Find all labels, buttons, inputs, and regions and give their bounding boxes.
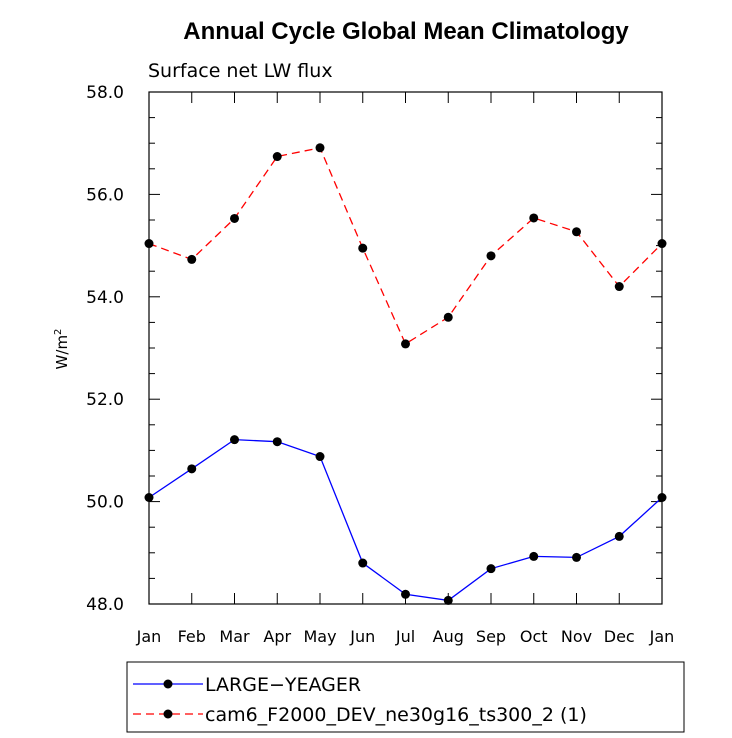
data-point bbox=[358, 558, 368, 568]
data-point bbox=[401, 339, 410, 349]
x-tick-label: Jun bbox=[349, 627, 375, 646]
x-tick-label: May bbox=[303, 627, 336, 646]
data-point bbox=[572, 227, 581, 237]
data-point bbox=[443, 312, 453, 322]
x-tick-label: Dec bbox=[604, 627, 635, 646]
data-point bbox=[272, 437, 282, 447]
y-tick-label: 50.0 bbox=[86, 493, 124, 513]
axis-ticks bbox=[148, 91, 663, 605]
x-tick-labels: Jan Feb Mar Apr May Jun Jul Aug Sep Oct Nov Dec Jan bbox=[136, 627, 675, 646]
data-point bbox=[315, 143, 325, 153]
data-point bbox=[572, 552, 581, 562]
y-tick-label: 56.0 bbox=[86, 185, 124, 205]
data-point bbox=[230, 435, 239, 445]
data-point bbox=[144, 239, 154, 249]
legend-label-0: LARGE−YEAGER bbox=[205, 674, 361, 696]
series-line-1 bbox=[148, 147, 663, 345]
x-tick-label: Sep bbox=[476, 627, 506, 646]
y-tick-label: 54.0 bbox=[86, 288, 124, 308]
y-tick-label: 48.0 bbox=[86, 595, 124, 615]
series-group bbox=[144, 143, 667, 605]
legend-marker bbox=[163, 709, 173, 719]
data-point bbox=[187, 464, 197, 474]
legend-box bbox=[126, 661, 685, 733]
data-point bbox=[230, 213, 239, 223]
data-point bbox=[272, 152, 282, 162]
y-tick-label: 58.0 bbox=[86, 83, 124, 103]
x-tick-label: Jan bbox=[649, 627, 675, 646]
x-tick-label: Apr bbox=[263, 627, 291, 646]
y-axis-label-sup: 2 bbox=[53, 329, 64, 335]
y-tick-labels: 48.0 50.0 52.0 54.0 56.0 58.0 bbox=[86, 83, 124, 615]
data-point bbox=[657, 493, 667, 503]
data-point bbox=[187, 254, 197, 264]
data-point bbox=[529, 213, 539, 223]
legend-marker bbox=[163, 679, 173, 689]
y-axis-label: W/m2 bbox=[53, 329, 71, 370]
chart-subtitle: Surface net LW flux bbox=[148, 60, 333, 82]
chart-title: Annual Cycle Global Mean Climatology bbox=[183, 18, 629, 45]
data-point bbox=[443, 595, 453, 605]
x-tick-label: Oct bbox=[520, 627, 548, 646]
x-tick-label: Feb bbox=[178, 627, 206, 646]
data-point bbox=[614, 531, 624, 541]
x-tick-label: Jan bbox=[136, 627, 162, 646]
x-tick-label: Nov bbox=[561, 627, 592, 646]
data-point bbox=[401, 589, 410, 599]
data-point bbox=[486, 564, 496, 574]
legend-label-1: cam6_F2000_DEV_ne30g16_ts300_2 (1) bbox=[205, 704, 587, 726]
data-point bbox=[529, 551, 539, 561]
x-tick-label: Mar bbox=[219, 627, 250, 646]
data-point bbox=[144, 493, 154, 503]
x-tick-label: Aug bbox=[433, 627, 464, 646]
data-point bbox=[315, 452, 325, 462]
legend: LARGE−YEAGER cam6_F2000_DEV_ne30g16_ts300… bbox=[133, 674, 587, 726]
data-point bbox=[486, 251, 496, 261]
data-point bbox=[358, 243, 368, 253]
data-point bbox=[614, 282, 624, 292]
series-line-0 bbox=[148, 438, 663, 602]
y-axis-label-base: W/m bbox=[53, 335, 71, 370]
y-tick-label: 52.0 bbox=[86, 390, 124, 410]
data-point bbox=[657, 239, 667, 249]
x-tick-label: Jul bbox=[395, 627, 415, 646]
